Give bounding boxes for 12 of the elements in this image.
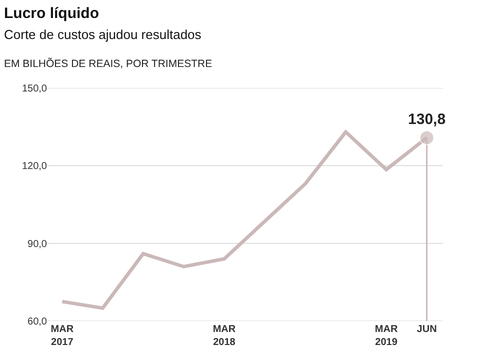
- y-tick-label: 150,0: [22, 84, 48, 94]
- y-tick-label: 60,0: [28, 316, 48, 328]
- y-axis-title: EM BILHÕES DE REAIS, POR TRIMESTRE: [4, 57, 212, 70]
- x-tick-label: MAR 2019: [374, 324, 398, 348]
- chart-subtitle: Corte de custos ajudou resultados: [4, 27, 202, 42]
- y-tick-label: 90,0: [28, 238, 48, 250]
- y-tick-label: 120,0: [22, 161, 48, 172]
- x-tick-label: JUN: [416, 324, 437, 335]
- x-tick-label: MAR 2017: [50, 324, 74, 348]
- x-tick-label: MAR 2018: [212, 324, 236, 348]
- data-label: 130,8: [408, 111, 446, 128]
- chart-title: Lucro líquido: [4, 5, 99, 22]
